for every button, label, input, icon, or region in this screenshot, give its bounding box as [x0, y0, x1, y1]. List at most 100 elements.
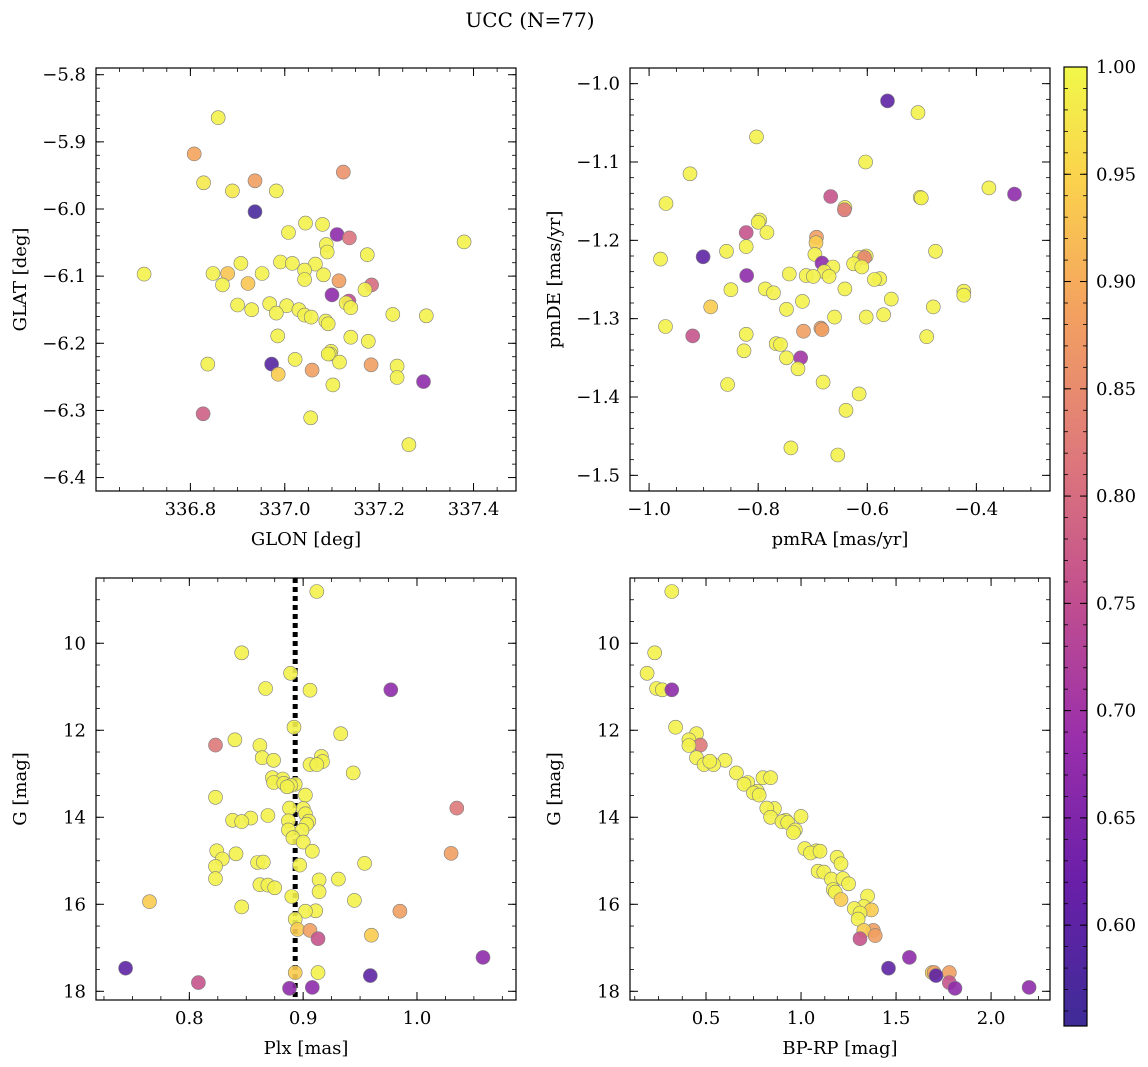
data-point [284, 256, 300, 271]
x-tick-label: 337.2 [353, 499, 405, 520]
data-point [702, 753, 718, 769]
data-point [833, 892, 849, 907]
data-point [331, 273, 347, 289]
data-point [309, 757, 325, 772]
data-point [304, 843, 320, 859]
data-point [362, 968, 378, 983]
data-point [270, 328, 286, 344]
data-point [383, 682, 399, 698]
scatter-points [136, 110, 472, 453]
data-point [1021, 980, 1037, 995]
data-point [401, 437, 417, 453]
data-point [841, 876, 856, 892]
data-point [363, 357, 379, 373]
y-tick-label: 12 [597, 720, 620, 741]
data-point [258, 681, 273, 696]
data-point [234, 899, 249, 915]
y-tick-label: −6.2 [42, 333, 86, 354]
data-point [793, 809, 809, 824]
data-point [821, 269, 837, 284]
colorbar-tick-label: 0.95 [1096, 164, 1136, 185]
data-point [854, 259, 870, 275]
ticks [630, 577, 1050, 1000]
colorbar-gradient [1063, 66, 1088, 1027]
x-tick-label: −1.0 [627, 499, 671, 520]
x-tick-label: 337.4 [448, 499, 500, 520]
data-point [738, 225, 754, 240]
axes-frame [629, 577, 1051, 1001]
data-point [283, 665, 298, 681]
data-point [418, 308, 434, 324]
y-tick-label: 16 [597, 894, 620, 915]
x-tick-label: 1.0 [403, 1008, 432, 1029]
data-point [284, 889, 300, 904]
data-point [357, 856, 372, 871]
y-tick-label: −1.4 [576, 387, 620, 408]
data-point [928, 244, 943, 259]
data-point [282, 800, 297, 816]
x-tick-label: 0.5 [692, 1008, 721, 1029]
data-point [297, 272, 312, 287]
data-point [653, 251, 668, 267]
data-point [815, 374, 831, 390]
data-point [136, 266, 152, 282]
data-point [910, 105, 926, 120]
data-point [779, 301, 794, 317]
data-point [332, 354, 347, 370]
data-point [196, 175, 211, 191]
data-point [324, 287, 340, 303]
data-point [310, 931, 326, 947]
data-point [773, 337, 788, 352]
y-tick-label: −6.4 [42, 468, 86, 489]
data-point [316, 267, 331, 283]
data-point [195, 406, 211, 422]
data-point [947, 980, 963, 996]
data-point [1007, 186, 1022, 202]
data-point [779, 350, 794, 366]
data-point [320, 316, 336, 332]
data-point [254, 266, 270, 281]
data-point [736, 776, 752, 792]
data-point [233, 256, 249, 271]
panel-pmra-pmde: −1.0 −0.8 −0.6 −0.4 −1.0 −1.1 −1.2 −1.3 −1.4 −1.5… [544, 67, 1051, 550]
x-axis-label: pmRA [mas/yr] [772, 529, 909, 550]
data-point [270, 366, 286, 382]
data-point [443, 846, 459, 861]
data-point [738, 239, 754, 254]
x-tick-label: 336.8 [165, 499, 217, 520]
data-point [228, 846, 244, 862]
data-point [331, 871, 346, 887]
colorbar-tick-label: 0.85 [1096, 379, 1136, 400]
data-point [225, 183, 240, 199]
data-point [281, 225, 296, 240]
data-point [783, 440, 799, 456]
data-point [750, 215, 766, 230]
ticks [96, 577, 516, 1000]
y-tick-label: −1.1 [576, 152, 620, 173]
x-axis-label: Plx [mas] [264, 1038, 349, 1059]
x-tick-label: 2.0 [977, 1008, 1006, 1029]
data-point [682, 166, 698, 182]
data-point [343, 329, 359, 345]
data-point [928, 968, 944, 983]
data-point [329, 227, 345, 242]
data-point [295, 834, 311, 850]
data-point [658, 319, 673, 334]
scatter-points [118, 584, 491, 996]
data-point [234, 814, 249, 829]
data-point [290, 922, 305, 937]
data-point [475, 950, 491, 965]
data-point [268, 305, 284, 321]
data-point [279, 779, 295, 795]
y-tick-label: −5.8 [42, 65, 86, 86]
data-point [858, 309, 874, 325]
data-point [647, 645, 663, 661]
data-point [186, 146, 202, 162]
data-point [208, 789, 223, 805]
x-tick-label: −0.6 [845, 499, 889, 520]
data-point [881, 960, 896, 976]
data-point [851, 386, 867, 402]
data-point [320, 346, 336, 362]
data-point [287, 965, 303, 980]
colorbar-tick-label: 0.70 [1096, 701, 1136, 722]
